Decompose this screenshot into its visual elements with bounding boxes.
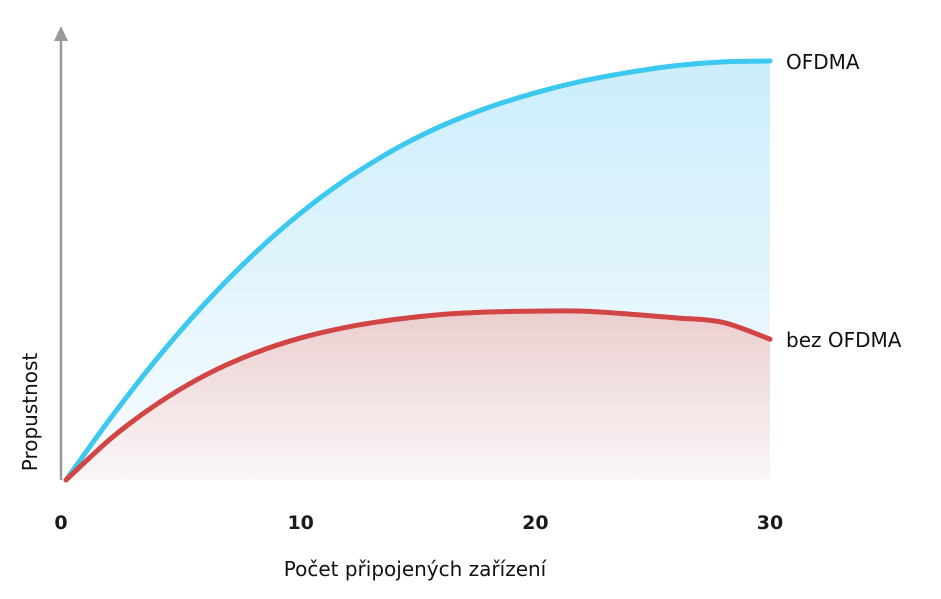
series-label-ofdma: OFDMA [786,50,860,74]
series-label-bez-ofdma: bez OFDMA [786,328,902,352]
ofdma-line [63,58,773,483]
x-axis-label: Počet připojených zařízení [284,557,548,581]
x-tick-label: 10 [287,512,313,534]
x-tick-label: 30 [757,512,783,534]
x-tick-label: 0 [54,512,67,534]
x-tick-labels: 0 10 20 30 [54,512,783,534]
x-tick-label: 20 [522,512,548,534]
bez-ofdma-line [63,308,773,483]
y-axis-label: Propustnost [18,353,42,472]
bez-ofdma-area [66,310,770,480]
y-axis-arrow-icon [54,26,68,41]
